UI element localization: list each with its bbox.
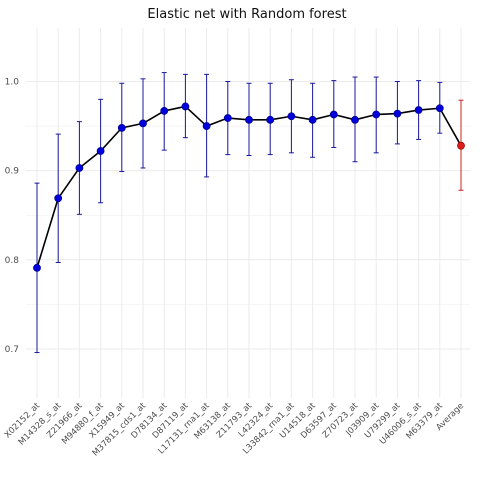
data-point [139,119,147,128]
data-point [245,115,253,124]
data-point [329,110,338,119]
data-point [33,263,41,272]
data-point [160,107,169,115]
data-point [181,102,190,111]
chart-title: Elastic net with Random forest [147,7,346,22]
error-bars [34,72,464,354]
y-tick-label: 0.9 [5,167,20,177]
data-point [223,114,232,122]
x-axis-ticks: X02152_atM14328_s_atZ21966_atM94880_f_at… [3,401,466,459]
data-point [393,109,402,118]
y-tick-label: 0.8 [5,256,20,266]
data-point [266,115,275,124]
y-tick-label: 0.7 [5,345,19,355]
data-point [96,147,105,155]
data-point [435,104,444,113]
data-point [308,115,317,124]
data-point [414,106,423,114]
series-points [33,102,465,272]
y-tick-label: 1.0 [5,77,20,87]
average-point [457,141,465,150]
data-point [75,164,84,172]
data-point [351,115,359,124]
data-point [54,194,63,203]
data-point [117,123,126,132]
data-point [202,122,211,130]
data-point [287,112,296,121]
data-point [372,110,381,119]
y-axis-ticks: 0.7 0.8 0.9 1.0 [5,77,20,354]
